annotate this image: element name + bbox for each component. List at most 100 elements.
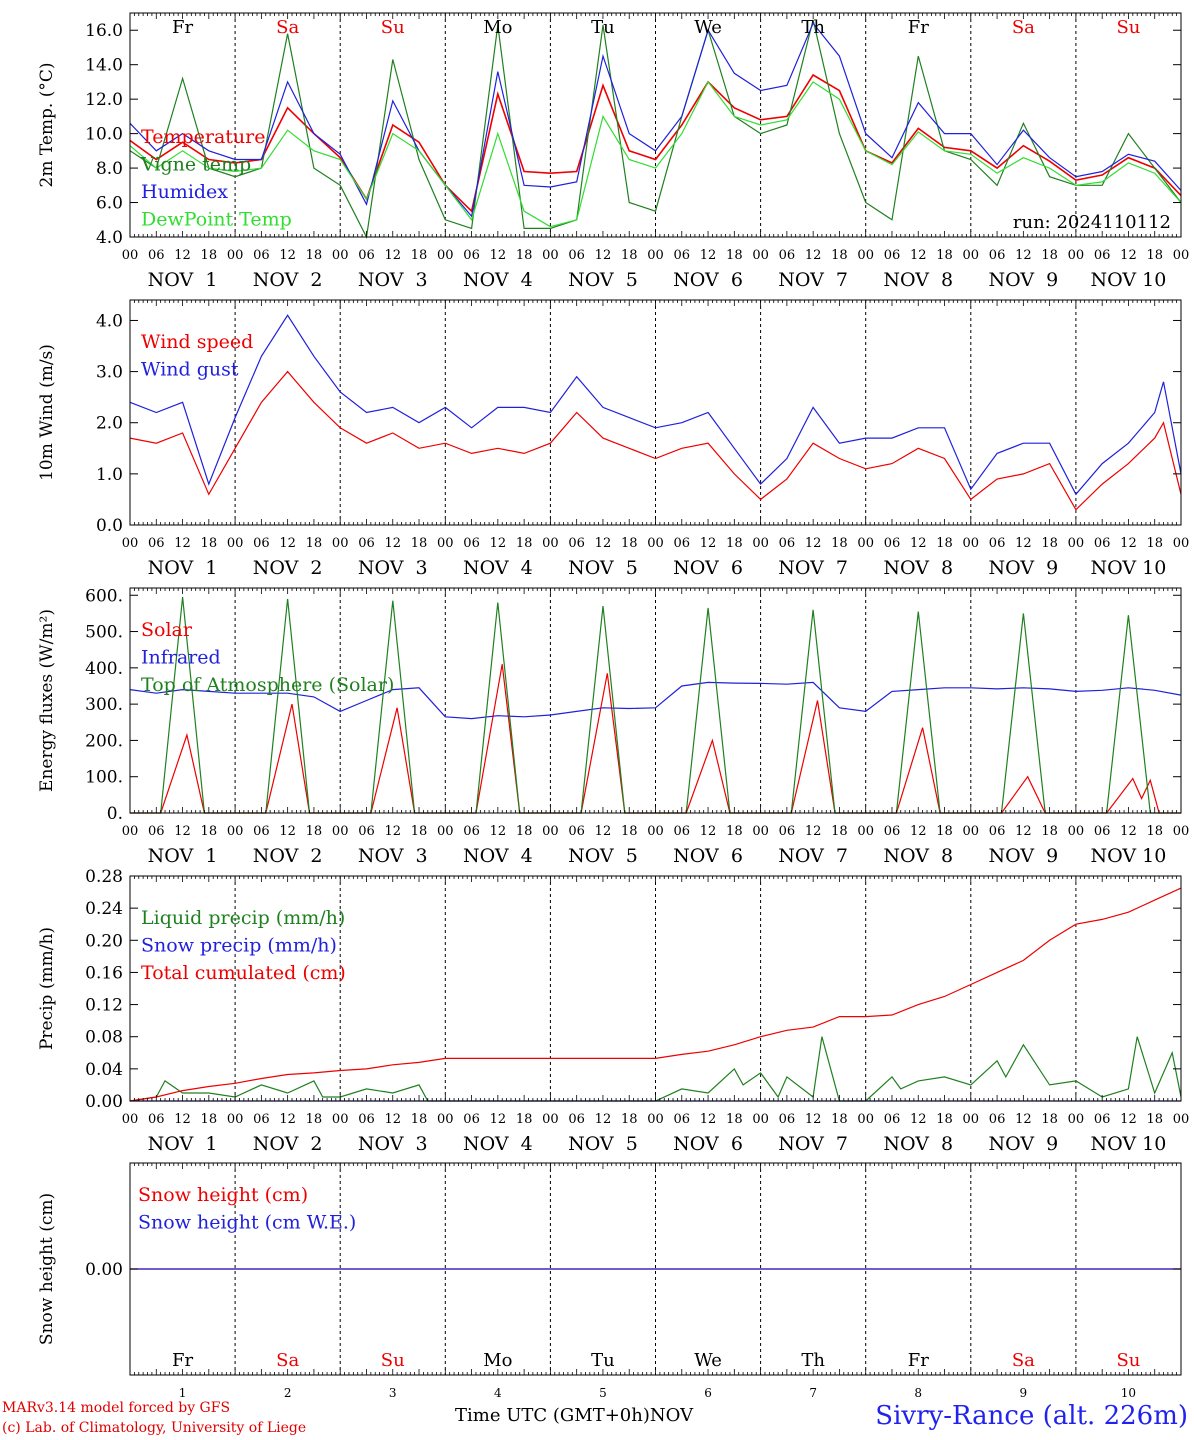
- day-number: 3: [389, 1386, 397, 1400]
- x-hour-label: 00: [1173, 248, 1190, 263]
- panel-frame: [129, 12, 1182, 238]
- legend-entry: DewPoint Temp: [141, 209, 292, 231]
- x-hour-label: 12: [174, 248, 191, 263]
- x-hour-label: 00: [963, 536, 980, 551]
- x-hour-label: 12: [805, 248, 822, 263]
- legend-entry: Solar: [141, 619, 193, 641]
- x-hour-label: 18: [201, 536, 218, 551]
- y-tick-label: 0.24: [85, 899, 123, 919]
- x-hour-label: 18: [726, 248, 743, 263]
- series-line-4-3: [129, 887, 1182, 1102]
- weekday-label: Mo: [483, 17, 512, 38]
- legend-entry: Liquid precip (mm/h): [141, 907, 345, 929]
- x-date-label: NOV 10: [1091, 845, 1167, 867]
- x-date-label: NOV 5: [568, 269, 638, 291]
- weekday-label: Su: [1116, 17, 1140, 38]
- x-hour-label: 00: [332, 248, 349, 263]
- x-hour-label: 06: [463, 1112, 480, 1127]
- x-hour-label: 18: [726, 1112, 743, 1127]
- x-hour-label: 00: [963, 1112, 980, 1127]
- x-hour-label: 00: [122, 824, 139, 839]
- y-axis-label: Energy fluxes (W/m²): [37, 609, 57, 792]
- x-hour-label: 00: [332, 1112, 349, 1127]
- x-hour-label: 06: [989, 248, 1006, 263]
- x-hour-label: 00: [437, 248, 454, 263]
- x-hour-label: 06: [989, 1112, 1006, 1127]
- x-hour-label: 12: [700, 536, 717, 551]
- y-tick-label: 3.0: [96, 363, 123, 383]
- y-tick-label: 200.: [85, 731, 123, 751]
- x-hour-label: 00: [1068, 536, 1085, 551]
- station-name: Sivry-Rance (alt. 226m): [875, 1401, 1188, 1431]
- y-tick-label: 0.08: [85, 1028, 123, 1048]
- x-hour-label: 00: [752, 824, 769, 839]
- x-hour-label: 12: [595, 536, 612, 551]
- y-tick-label: 400.: [85, 659, 123, 679]
- x-hour-label: 18: [621, 248, 638, 263]
- x-hour-label: 06: [358, 824, 375, 839]
- x-hour-label: 12: [910, 248, 927, 263]
- legend-entry: Wind gust: [141, 359, 239, 381]
- weekday-label: Sa: [1012, 1350, 1035, 1371]
- legend-entry: Snow height (cm W.E.): [138, 1212, 356, 1234]
- weekday-label: Su: [381, 1350, 405, 1371]
- x-hour-label: 00: [227, 248, 244, 263]
- x-hour-label: 06: [568, 824, 585, 839]
- x-hour-label: 06: [1094, 248, 1111, 263]
- panel-frame: [129, 587, 1182, 814]
- weekday-label: Fr: [172, 17, 193, 38]
- x-hour-label: 06: [148, 824, 165, 839]
- weekday-label: Su: [381, 17, 405, 38]
- legend-entry: Temperature: [141, 126, 265, 148]
- x-hour-label: 00: [542, 248, 559, 263]
- x-hour-label: 06: [358, 1112, 375, 1127]
- x-hour-label: 06: [253, 536, 270, 551]
- x-date-label: NOV 8: [883, 845, 953, 867]
- x-hour-label: 12: [1015, 824, 1032, 839]
- x-hour-label: 12: [700, 248, 717, 263]
- x-hour-label: 06: [989, 536, 1006, 551]
- x-hour-label: 06: [568, 536, 585, 551]
- series-line-1-2: [129, 19, 1182, 239]
- x-hour-label: 18: [306, 824, 323, 839]
- x-hour-label: 18: [1146, 248, 1163, 263]
- x-hour-label: 00: [647, 824, 664, 839]
- x-hour-label: 00: [857, 1112, 874, 1127]
- legend-entry: Infrared: [141, 647, 221, 669]
- x-hour-label: 12: [279, 248, 296, 263]
- weekday-label: Tu: [591, 17, 615, 38]
- x-date-label: NOV 10: [1091, 1133, 1167, 1155]
- x-hour-label: 00: [647, 536, 664, 551]
- x-date-label: NOV 6: [673, 269, 743, 291]
- x-date-label: NOV 2: [253, 845, 323, 867]
- x-hour-label: 18: [411, 248, 428, 263]
- x-hour-label: 12: [384, 536, 401, 551]
- x-date-label: NOV 6: [673, 557, 743, 579]
- legend-entry: Snow precip (mm/h): [141, 935, 337, 957]
- x-hour-label: 18: [1146, 536, 1163, 551]
- series-line-2-2: [129, 314, 1182, 496]
- x-hour-label: 00: [752, 248, 769, 263]
- x-hour-label: 06: [779, 536, 796, 551]
- x-hour-label: 18: [306, 536, 323, 551]
- x-hour-label: 18: [201, 1112, 218, 1127]
- day-number: 6: [704, 1386, 712, 1400]
- y-tick-label: 14.0: [85, 56, 123, 76]
- x-hour-label: 00: [647, 1112, 664, 1127]
- panel-frame: [129, 299, 1182, 526]
- y-axis-label: Snow height (cm): [37, 1193, 57, 1345]
- x-hour-label: 12: [490, 1112, 507, 1127]
- x-date-label: NOV 5: [568, 557, 638, 579]
- x-date-label: NOV 4: [463, 1133, 533, 1155]
- x-hour-label: 18: [201, 824, 218, 839]
- x-hour-label: 06: [884, 248, 901, 263]
- x-hour-label: 06: [568, 1112, 585, 1127]
- x-hour-label: 00: [857, 248, 874, 263]
- x-hour-label: 06: [1094, 1112, 1111, 1127]
- y-tick-label: 500.: [85, 623, 123, 643]
- x-hour-label: 12: [805, 1112, 822, 1127]
- x-hour-label: 18: [936, 824, 953, 839]
- x-hour-label: 00: [122, 248, 139, 263]
- x-hour-label: 06: [358, 536, 375, 551]
- x-hour-label: 18: [621, 536, 638, 551]
